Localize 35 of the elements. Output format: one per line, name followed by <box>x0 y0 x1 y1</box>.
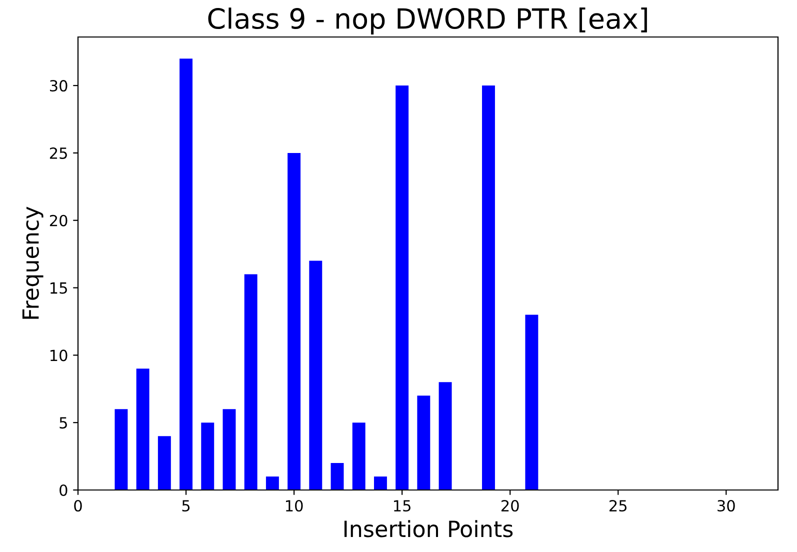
bar <box>417 396 430 490</box>
x-tick-label: 20 <box>502 500 519 512</box>
bar <box>288 152 301 490</box>
bar <box>438 382 452 490</box>
bar <box>180 58 193 490</box>
x-tick-label: 10 <box>286 500 303 512</box>
y-tick-label: 5 <box>60 417 67 429</box>
y-tick-label: 25 <box>50 147 67 159</box>
bar <box>374 476 387 490</box>
y-tick-label: 0 <box>60 484 68 496</box>
chart-title: Class 9 - nop DWORD PTR [eax] <box>208 8 647 34</box>
bar <box>309 260 322 490</box>
x-tick-label: 25 <box>610 500 627 512</box>
bar <box>525 314 538 490</box>
x-tick-label: 30 <box>718 500 735 512</box>
bar <box>114 409 128 490</box>
bar <box>244 274 258 490</box>
x-tick-label: 5 <box>182 500 190 512</box>
bar <box>266 476 279 490</box>
bar <box>482 86 495 490</box>
bar <box>396 86 409 490</box>
bar <box>222 409 236 490</box>
y-tick-label: 20 <box>50 214 68 226</box>
y-tick-label: 30 <box>50 80 68 92</box>
y-tick-label: 10 <box>50 350 68 362</box>
x-tick-label: 15 <box>394 500 410 512</box>
y-tick-label: 15 <box>50 282 67 294</box>
bar <box>158 436 171 490</box>
bar <box>201 422 214 490</box>
bar <box>352 422 366 490</box>
bar <box>330 463 344 490</box>
y-axis-title: Frequency <box>22 206 44 319</box>
bar <box>136 368 150 490</box>
x-axis-title: Insertion Points <box>344 520 513 538</box>
x-tick-label: 0 <box>74 500 82 512</box>
